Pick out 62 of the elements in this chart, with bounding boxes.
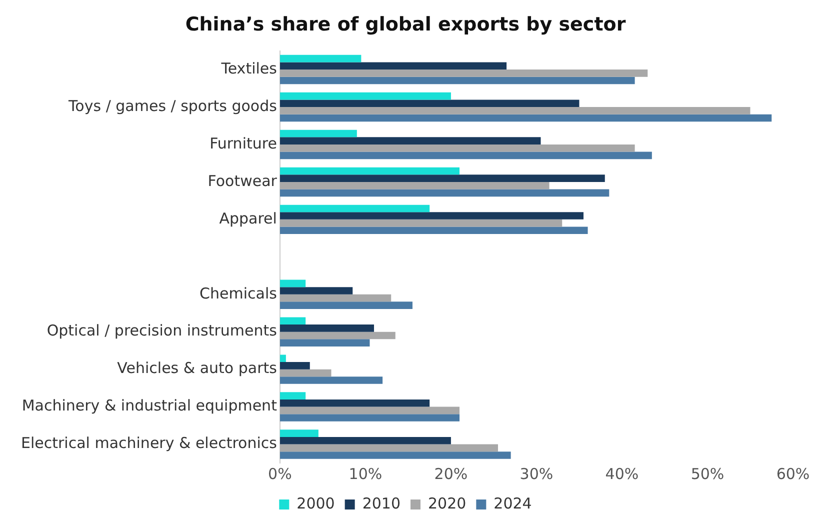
bar <box>280 436 451 444</box>
bar <box>280 317 306 325</box>
bar <box>280 62 507 70</box>
y-tick-label: Optical / precision instruments <box>46 322 278 340</box>
legend-label: 2010 <box>362 494 401 512</box>
bar <box>280 362 310 370</box>
y-tick-label: Electrical machinery & electronics <box>21 434 278 452</box>
x-tick-label: 60% <box>776 464 810 483</box>
bar <box>280 70 648 77</box>
bar <box>280 339 370 346</box>
bar <box>280 204 430 212</box>
y-tick-label: Toys / games / sports goods <box>68 96 278 115</box>
bar <box>280 452 511 459</box>
chart-title: China’s share of global exports by sector <box>185 13 626 36</box>
bar <box>280 174 605 182</box>
bar <box>280 294 392 302</box>
bar <box>280 332 396 340</box>
bar <box>280 376 383 384</box>
y-tick-label: Textiles <box>220 59 278 78</box>
bar <box>280 324 374 332</box>
bar <box>280 137 541 144</box>
bar <box>280 392 306 400</box>
y-tick-label: Chemicals <box>200 284 278 302</box>
x-tick-label: 20% <box>434 464 468 483</box>
bar <box>280 430 318 437</box>
bar <box>280 302 412 309</box>
y-tick-label: Apparel <box>219 209 277 228</box>
bar <box>280 54 362 62</box>
bar <box>280 414 460 422</box>
bar <box>280 167 460 175</box>
legend-label: 2020 <box>428 494 466 512</box>
x-tick-label: 30% <box>520 464 554 483</box>
x-tick-label: 40% <box>605 464 639 483</box>
bar <box>280 354 286 362</box>
bar <box>280 130 357 138</box>
y-tick-label: Footwear <box>208 172 278 190</box>
bar <box>280 287 353 294</box>
bar <box>280 444 498 452</box>
y-tick-label: Furniture <box>210 134 277 152</box>
bar <box>280 76 635 84</box>
bar <box>280 219 562 227</box>
bar <box>280 100 580 108</box>
legend-label: 2000 <box>296 494 335 512</box>
bar <box>280 399 430 407</box>
x-tick-label: 50% <box>690 464 724 483</box>
bar <box>280 280 306 288</box>
bar <box>280 226 588 234</box>
bar <box>280 92 451 100</box>
bar <box>280 114 772 122</box>
y-tick-label: Vehicles & auto parts <box>117 359 278 378</box>
bar <box>280 189 610 197</box>
bar <box>280 152 652 160</box>
y-tick-label: Machinery & industrial equipment <box>22 396 278 415</box>
x-tick-label: 10% <box>348 464 382 483</box>
x-tick-label: 0% <box>268 464 292 483</box>
bar <box>280 144 635 152</box>
bar <box>280 107 750 114</box>
legend-label: 2024 <box>494 494 532 512</box>
bar <box>280 369 332 377</box>
bar <box>280 406 460 414</box>
bar <box>280 182 550 190</box>
bar <box>280 212 584 220</box>
